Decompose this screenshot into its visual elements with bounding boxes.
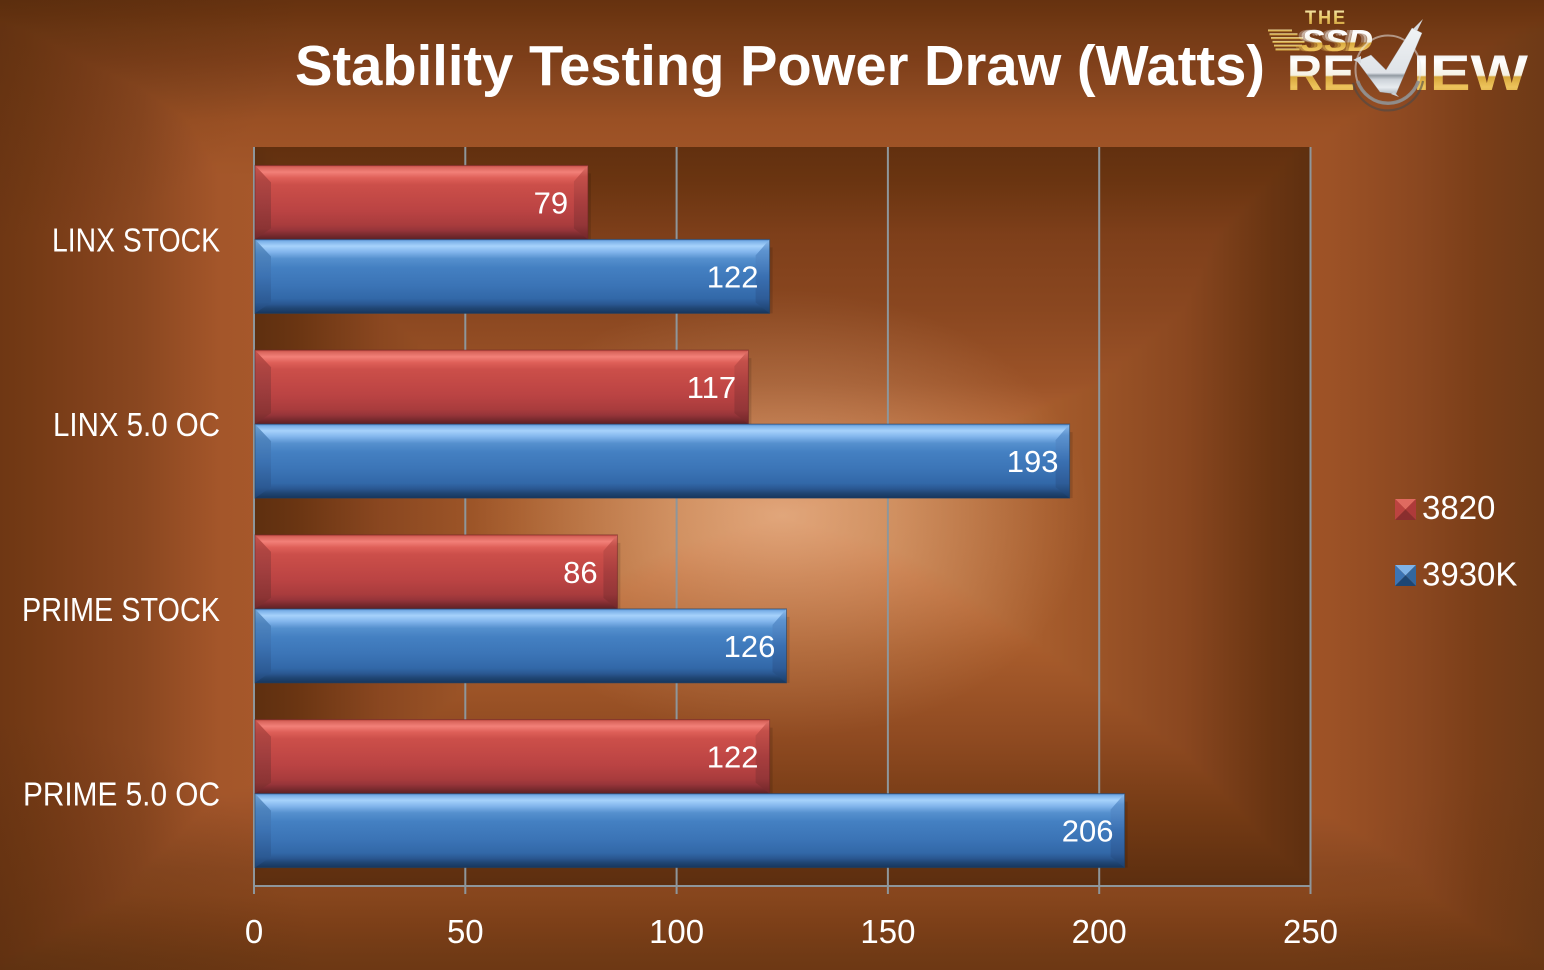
svg-text:50: 50 bbox=[447, 913, 484, 950]
svg-text:193: 193 bbox=[1007, 444, 1059, 479]
svg-text:0: 0 bbox=[245, 913, 263, 950]
svg-text:IEW: IEW bbox=[1413, 45, 1529, 101]
svg-text:122: 122 bbox=[707, 740, 759, 775]
svg-text:200: 200 bbox=[1072, 913, 1127, 950]
svg-text:3930K: 3930K bbox=[1422, 556, 1517, 593]
svg-text:Stability Testing Power Draw (: Stability Testing Power Draw (Watts) bbox=[295, 34, 1265, 98]
svg-text:100: 100 bbox=[649, 913, 704, 950]
svg-text:LINX STOCK: LINX STOCK bbox=[52, 221, 220, 258]
svg-text:PRIME STOCK: PRIME STOCK bbox=[22, 591, 220, 628]
svg-text:126: 126 bbox=[724, 629, 776, 664]
svg-text:150: 150 bbox=[860, 913, 915, 950]
svg-text:250: 250 bbox=[1283, 913, 1338, 950]
svg-text:RE: RE bbox=[1287, 45, 1355, 101]
svg-text:79: 79 bbox=[534, 185, 568, 220]
svg-text:3820: 3820 bbox=[1422, 489, 1495, 526]
svg-text:PRIME 5.0 OC: PRIME 5.0 OC bbox=[23, 776, 220, 813]
svg-text:SSD: SSD bbox=[1295, 23, 1367, 58]
svg-text:122: 122 bbox=[707, 259, 759, 294]
svg-text:LINX 5.0 OC: LINX 5.0 OC bbox=[53, 406, 220, 443]
svg-text:THE: THE bbox=[1305, 8, 1347, 29]
svg-text:117: 117 bbox=[687, 370, 736, 405]
svg-text:SSD: SSD bbox=[1298, 23, 1370, 58]
svg-text:206: 206 bbox=[1062, 814, 1114, 849]
svg-text:86: 86 bbox=[563, 555, 597, 590]
